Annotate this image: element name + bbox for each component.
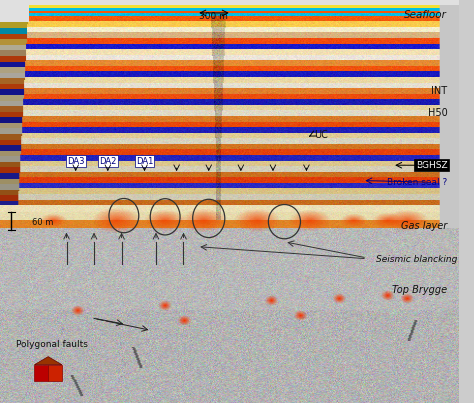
Bar <box>48 365 62 381</box>
Polygon shape <box>35 357 62 365</box>
Text: INT: INT <box>431 86 447 96</box>
Text: Seismic blancking: Seismic blancking <box>376 256 457 264</box>
Text: Polygonal faults: Polygonal faults <box>16 340 88 349</box>
Text: DA2: DA2 <box>99 157 117 166</box>
Text: DA3: DA3 <box>67 157 84 166</box>
Text: Broken seal ?: Broken seal ? <box>387 178 447 187</box>
Text: Seafloor: Seafloor <box>404 10 447 20</box>
Text: DA1: DA1 <box>136 157 153 166</box>
Bar <box>35 365 48 381</box>
Text: UC: UC <box>314 130 328 140</box>
Text: Gas layer: Gas layer <box>401 221 447 231</box>
Text: H50: H50 <box>428 108 447 118</box>
Text: 60 m: 60 m <box>32 218 54 227</box>
Text: BGHSZ: BGHSZ <box>416 161 447 170</box>
Text: 300 m: 300 m <box>199 12 228 21</box>
Text: Top Brygge: Top Brygge <box>392 285 447 295</box>
